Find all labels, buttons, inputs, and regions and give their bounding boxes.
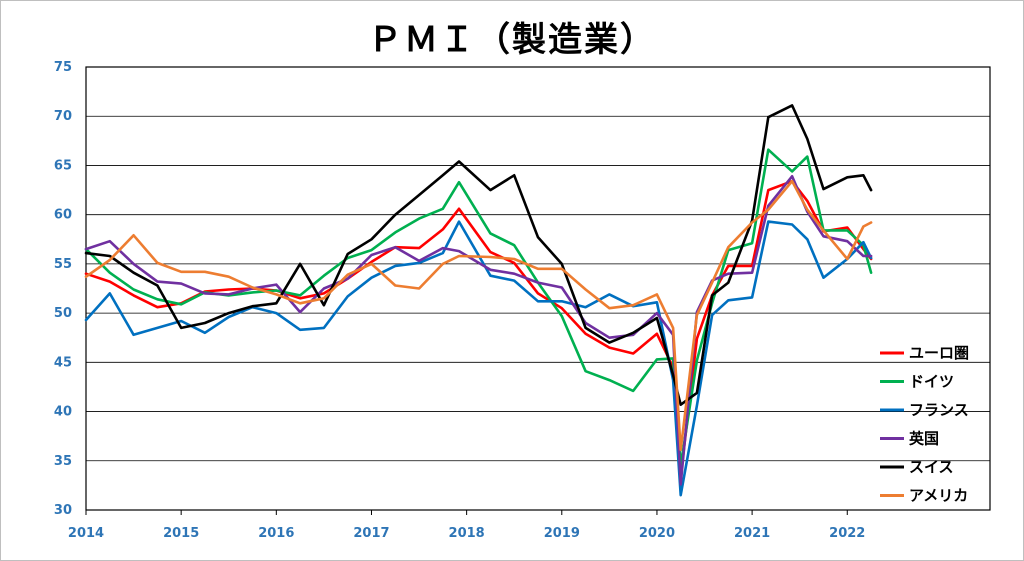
x-tick-label: 2021 bbox=[734, 526, 770, 541]
series-line-3 bbox=[84, 175, 873, 486]
x-tick-label: 2019 bbox=[544, 526, 580, 541]
x-tick-label: 2017 bbox=[353, 526, 389, 541]
x-tick-label: 2018 bbox=[449, 526, 485, 541]
x-tick-label: 2015 bbox=[163, 526, 199, 541]
legend-label: フランス bbox=[909, 401, 969, 419]
y-tick-label: 35 bbox=[54, 454, 72, 469]
y-tick-label: 60 bbox=[54, 208, 72, 223]
chart-title: ＰＭＩ（製造業） bbox=[368, 20, 656, 60]
y-tick-label: 55 bbox=[54, 257, 72, 272]
y-tick-label: 65 bbox=[54, 158, 72, 173]
series-line-2 bbox=[84, 220, 873, 497]
y-tick-label: 70 bbox=[54, 109, 72, 124]
legend-label: スイス bbox=[909, 458, 954, 476]
plot-area bbox=[85, 66, 991, 511]
x-tick-label: 2014 bbox=[68, 526, 104, 541]
series-line-0 bbox=[84, 179, 873, 478]
y-tick-label: 45 bbox=[54, 355, 72, 370]
y-tick-label: 75 bbox=[54, 60, 72, 75]
legend-label: アメリカ bbox=[909, 487, 968, 505]
x-tick-label: 2022 bbox=[829, 526, 865, 541]
y-tick-label: 30 bbox=[54, 503, 72, 518]
series-line-1 bbox=[84, 148, 873, 468]
y-tick-label: 40 bbox=[54, 405, 72, 420]
y-axis-ticks: 30 35 40 45 50 55 60 65 70 75 bbox=[54, 60, 72, 518]
legend-label: ユーロ圏 bbox=[909, 344, 969, 362]
series-line-5 bbox=[84, 179, 873, 452]
x-tick-label: 2020 bbox=[639, 526, 675, 541]
legend-label: 英国 bbox=[909, 430, 939, 448]
x-axis-ticks: 2014 2015 2016 2017 2018 2019 2020 2021 2022 bbox=[68, 510, 865, 541]
legend-label: ドイツ bbox=[909, 373, 954, 391]
y-tick-label: 50 bbox=[54, 306, 72, 321]
x-tick-label: 2016 bbox=[258, 526, 294, 541]
series-line-4 bbox=[84, 104, 873, 407]
series-lines bbox=[84, 104, 873, 497]
grid-lines bbox=[86, 115, 990, 462]
